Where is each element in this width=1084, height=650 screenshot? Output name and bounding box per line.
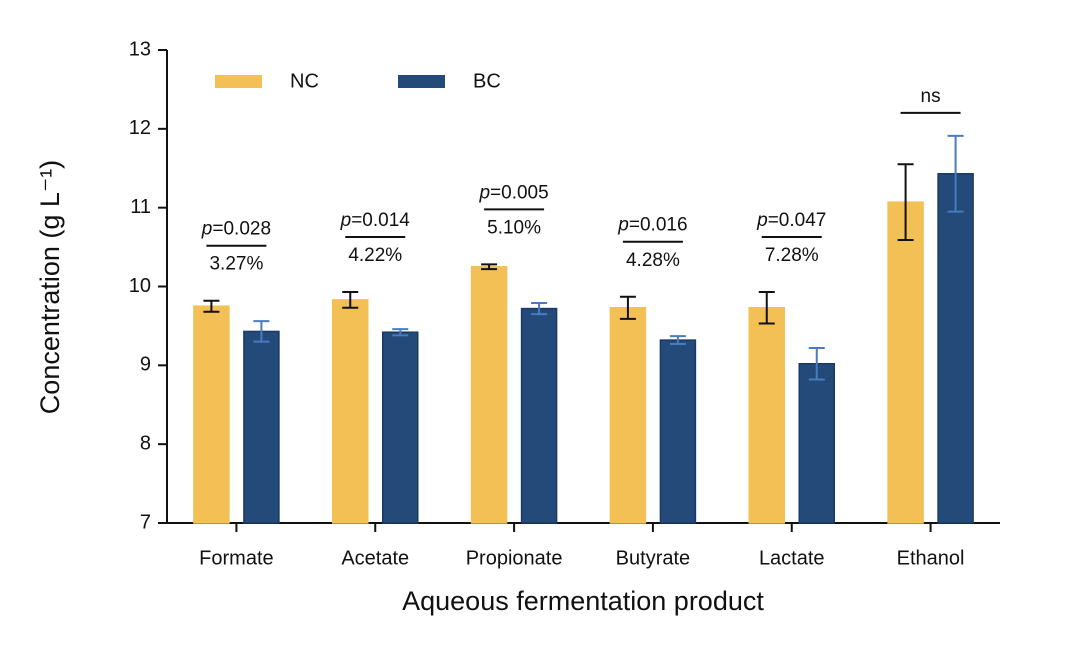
y-tick-label: 10 (129, 275, 151, 297)
error-bar (897, 163, 914, 241)
annotation-change: 7.28% (765, 245, 819, 266)
legend-swatch (215, 75, 262, 88)
legend-swatch (398, 75, 445, 88)
error-bar (669, 335, 686, 346)
bar (243, 330, 280, 524)
annotation-change: 3.27% (209, 254, 263, 275)
x-tick-label: Formate (199, 547, 273, 569)
bar (520, 307, 558, 524)
error-bar (808, 346, 825, 381)
y-tick-label: 11 (130, 196, 151, 218)
legend-label: BC (473, 70, 501, 92)
annotation-change: 4.22% (348, 245, 402, 266)
x-tick-label: Lactate (759, 547, 825, 569)
annotation-text: p=0.014 (340, 210, 411, 231)
annotation-text: p=0.028 (201, 219, 271, 240)
y-tick-label: 8 (140, 432, 151, 454)
legend-label: NC (290, 70, 319, 92)
annotation-text: p=0.005 (478, 182, 548, 203)
bar (798, 363, 835, 524)
error-bar (203, 299, 220, 313)
error-bar (392, 328, 409, 337)
bar (193, 305, 230, 524)
y-tick-label: 12 (129, 117, 151, 139)
x-axis-title: Aqueous fermentation product (402, 586, 764, 616)
y-tick-label: 7 (140, 511, 151, 533)
error-bar (947, 134, 964, 213)
bar (470, 266, 508, 524)
x-tick-label: Propionate (466, 547, 563, 569)
annotation-change: 4.28% (626, 250, 680, 271)
x-tick-label: Butyrate (616, 547, 690, 569)
x-tick-label: Acetate (341, 547, 409, 569)
bar (659, 339, 697, 524)
error-bar (531, 302, 548, 316)
error-bar (253, 320, 270, 343)
annotation-change: 5.10% (487, 217, 541, 238)
bar (937, 173, 974, 524)
error-bar (758, 291, 775, 325)
y-axis-title: Concentration (g L⁻¹) (35, 160, 65, 414)
y-tick-label: 9 (140, 354, 151, 376)
annotation-text: ns (921, 86, 941, 107)
error-bar (481, 263, 498, 271)
x-tick-label: Ethanol (897, 547, 965, 569)
bar (887, 201, 924, 524)
annotation-text: p=0.016 (617, 215, 687, 236)
bar (748, 307, 785, 524)
error-bar (342, 291, 359, 309)
y-tick-label: 13 (129, 38, 151, 60)
bar (609, 307, 647, 524)
error-bar (619, 295, 636, 320)
bar (332, 299, 369, 524)
bar (382, 331, 419, 524)
annotation-text: p=0.047 (756, 210, 826, 231)
